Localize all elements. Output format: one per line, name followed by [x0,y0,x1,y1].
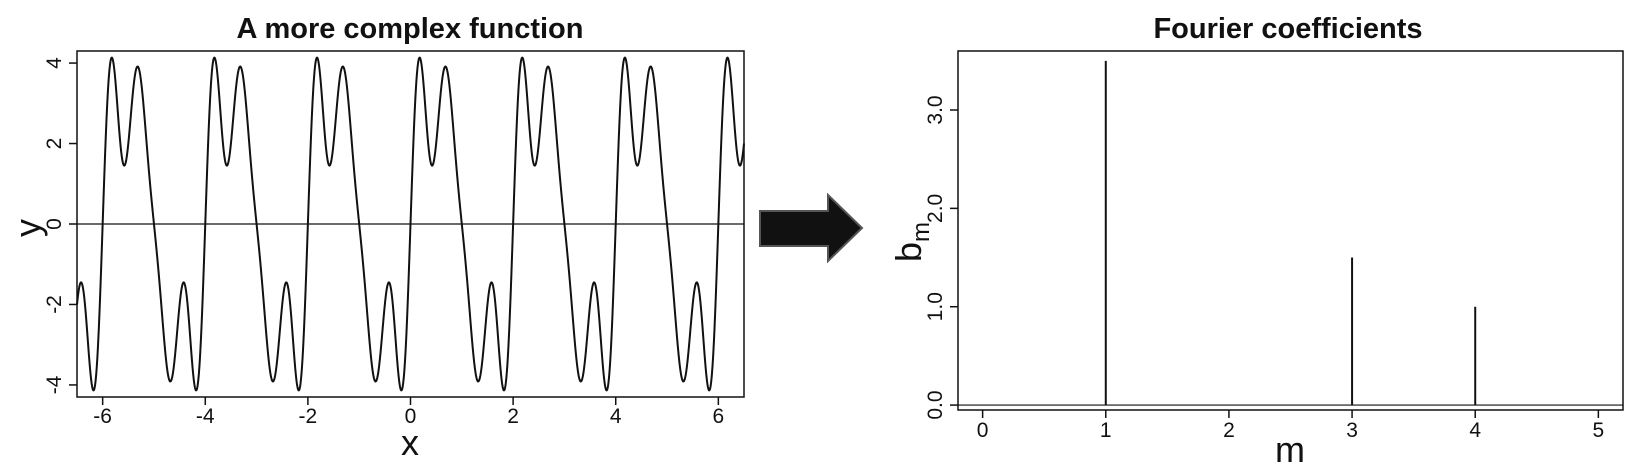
coefficients-x-axis: 0 1 2 3 4 5 [977,410,1604,442]
x-tick-label: 0 [405,405,417,428]
coefficients-panel: Fourier coefficients 0 1 2 3 4 5 0.0 1.0 2.0 3.0… [888,13,1624,470]
y-tick-label: 0 [43,218,66,230]
x-tick-label: 1 [1100,419,1112,442]
x-tick-label: 6 [713,405,725,428]
y-tick-label: -2 [43,295,66,314]
y-tick-label: 4 [43,57,66,69]
y-tick-label: 2.0 [924,194,947,223]
x-tick-label: 3 [1346,419,1358,442]
y-tick-label: 1.0 [924,292,947,321]
x-tick-label: 2 [507,405,519,428]
function-chart-title: A more complex function [237,13,584,45]
coefficients-y-axis-label: bm [888,222,935,262]
function-curve [76,56,745,392]
function-y-axis: -4 -2 0 2 4 [43,57,77,394]
coefficients-y-axis: 0.0 1.0 2.0 3.0 [924,95,958,420]
coefficients-x-axis-label: m [1275,429,1305,470]
right-arrow-icon [759,192,864,264]
y-tick-label: 2 [43,138,66,150]
x-tick-label: -6 [93,405,112,428]
svg-text:bm: bm [888,222,935,262]
function-x-axis-label: x [401,422,419,463]
x-tick-label: 5 [1593,419,1605,442]
x-tick-label: -2 [299,405,318,428]
y-tick-label: -4 [43,375,66,394]
coefficients-y-axis-label-subscript: m [908,222,935,242]
x-tick-label: 0 [977,419,989,442]
coefficient-bars [1104,60,1477,406]
function-x-axis: -6 -4 -2 0 2 4 6 [93,397,724,428]
function-panel: A more complex function -6 -4 -2 0 2 4 6 -4 -2 0… [7,13,745,463]
coefficients-chart-title: Fourier coefficients [1153,13,1422,45]
y-tick-label: 0.0 [924,390,947,419]
x-tick-label: 2 [1223,419,1235,442]
coefficients-plot-frame [957,50,1624,411]
x-tick-label: 4 [1469,419,1481,442]
coefficients-y-axis-label-main: b [888,242,929,262]
x-tick-label: -4 [196,405,215,428]
y-tick-label: 3.0 [924,95,947,124]
function-y-axis-label: y [7,219,48,237]
x-tick-label: 4 [610,405,622,428]
